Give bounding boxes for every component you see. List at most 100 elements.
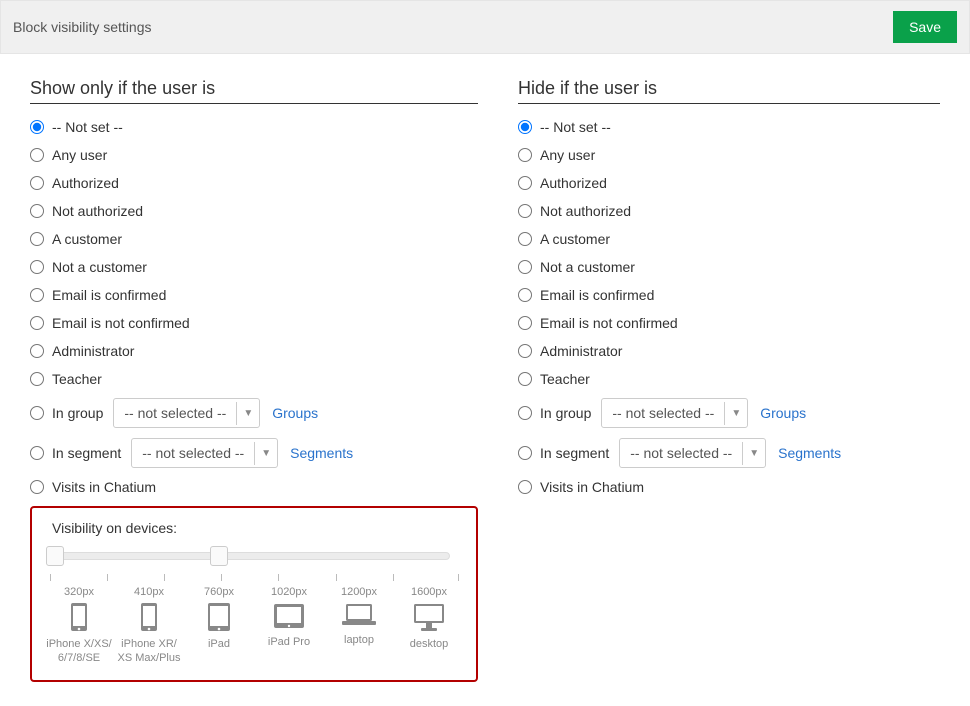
phone-icon: [114, 602, 184, 632]
show-segment-select[interactable]: -- not selected -- ▼: [131, 438, 278, 468]
hide-column: Hide if the user is -- Not set -- Any use…: [518, 78, 940, 682]
show-option-label: Administrator: [52, 343, 134, 359]
show-option-radio[interactable]: [30, 344, 44, 358]
hide-in-segment-label: In segment: [540, 445, 609, 461]
hide-option-radio[interactable]: [518, 316, 532, 330]
hide-option-row: Teacher: [518, 370, 940, 388]
hide-option-label: Authorized: [540, 175, 607, 191]
hide-option-radio[interactable]: [518, 344, 532, 358]
show-option-label: Not authorized: [52, 203, 143, 219]
device-name-label: laptop: [324, 634, 394, 648]
slider-tick: [458, 574, 459, 581]
save-button[interactable]: Save: [893, 11, 957, 43]
show-visits-label: Visits in Chatium: [52, 479, 156, 495]
hide-group-select[interactable]: -- not selected -- ▼: [601, 398, 748, 428]
show-in-group-radio[interactable]: [30, 406, 44, 420]
show-visits-radio[interactable]: [30, 480, 44, 494]
hide-option-radio[interactable]: [518, 260, 532, 274]
device-px-label: 1200px: [324, 586, 394, 598]
device-name-label: iPhone X/XS/6/7/8/SE: [44, 638, 114, 666]
hide-option-radio[interactable]: [518, 120, 532, 134]
hide-option-row: -- Not set --: [518, 118, 940, 136]
chevron-down-icon: ▼: [742, 442, 765, 465]
device-item: 410pxiPhone XR/XS Max/Plus: [114, 586, 184, 666]
show-option-radio[interactable]: [30, 148, 44, 162]
hide-heading: Hide if the user is: [518, 78, 940, 104]
show-option-radio[interactable]: [30, 288, 44, 302]
hide-option-row: Not authorized: [518, 202, 940, 220]
slider-track: [54, 552, 450, 560]
show-option-radio[interactable]: [30, 316, 44, 330]
device-px-label: 1020px: [254, 586, 324, 598]
device-px-label: 410px: [114, 586, 184, 598]
hide-option-row: Not a customer: [518, 258, 940, 276]
show-option-row: Administrator: [30, 342, 478, 360]
hide-visits-radio[interactable]: [518, 480, 532, 494]
show-option-radio[interactable]: [30, 260, 44, 274]
hide-option-label: Any user: [540, 147, 595, 163]
content: Show only if the user is -- Not set -- An…: [0, 54, 970, 706]
show-group-select[interactable]: -- not selected -- ▼: [113, 398, 260, 428]
slider-tick: [164, 574, 165, 581]
slider-handle-left[interactable]: [46, 546, 64, 566]
show-groups-link[interactable]: Groups: [272, 405, 318, 421]
show-option-row: Authorized: [30, 174, 478, 192]
show-option-row: Not authorized: [30, 202, 478, 220]
hide-group-select-value: -- not selected --: [602, 399, 724, 427]
hide-option-radio[interactable]: [518, 232, 532, 246]
hide-option-radio[interactable]: [518, 372, 532, 386]
devices-visibility-box: Visibility on devices: 320pxiPhone X/XS/…: [30, 506, 478, 682]
hide-option-radio[interactable]: [518, 176, 532, 190]
hide-option-row: Email is not confirmed: [518, 314, 940, 332]
slider-tick: [336, 574, 337, 581]
chevron-down-icon: ▼: [724, 402, 747, 425]
hide-option-label: Email is confirmed: [540, 287, 654, 303]
show-in-segment-radio[interactable]: [30, 446, 44, 460]
slider-handle-right[interactable]: [210, 546, 228, 566]
show-option-label: Teacher: [52, 371, 102, 387]
hide-option-row: A customer: [518, 230, 940, 248]
show-option-row: Email is not confirmed: [30, 314, 478, 332]
hide-option-label: -- Not set --: [540, 119, 611, 135]
hide-in-segment-radio[interactable]: [518, 446, 532, 460]
hide-option-radio[interactable]: [518, 204, 532, 218]
devices-row: 320pxiPhone X/XS/6/7/8/SE410pxiPhone XR/…: [44, 586, 464, 666]
hide-option-label: Administrator: [540, 343, 622, 359]
show-option-radio[interactable]: [30, 120, 44, 134]
show-option-label: Email is confirmed: [52, 287, 166, 303]
hide-options-list: -- Not set -- Any user Authorized Not autho…: [518, 118, 940, 388]
show-option-label: -- Not set --: [52, 119, 123, 135]
show-option-radio[interactable]: [30, 232, 44, 246]
phone-icon: [44, 602, 114, 632]
slider-tick: [393, 574, 394, 581]
show-option-radio[interactable]: [30, 372, 44, 386]
hide-in-group-label: In group: [540, 405, 591, 421]
hide-segment-select[interactable]: -- not selected -- ▼: [619, 438, 766, 468]
show-heading: Show only if the user is: [30, 78, 478, 104]
show-in-group-row: In group -- not selected -- ▼ Groups: [30, 398, 478, 428]
hide-in-group-radio[interactable]: [518, 406, 532, 420]
show-option-row: Not a customer: [30, 258, 478, 276]
hide-option-label: Not a customer: [540, 259, 635, 275]
hide-option-row: Any user: [518, 146, 940, 164]
hide-groups-link[interactable]: Groups: [760, 405, 806, 421]
show-option-label: Authorized: [52, 175, 119, 191]
show-option-label: Any user: [52, 147, 107, 163]
slider-tick: [50, 574, 51, 581]
device-px-label: 1600px: [394, 586, 464, 598]
hide-option-radio[interactable]: [518, 148, 532, 162]
show-option-radio[interactable]: [30, 176, 44, 190]
show-option-label: A customer: [52, 231, 122, 247]
devices-slider[interactable]: [46, 544, 458, 568]
page-title: Block visibility settings: [13, 19, 152, 35]
show-segments-link[interactable]: Segments: [290, 445, 353, 461]
hide-visits-label: Visits in Chatium: [540, 479, 644, 495]
hide-option-radio[interactable]: [518, 288, 532, 302]
show-option-radio[interactable]: [30, 204, 44, 218]
hide-segments-link[interactable]: Segments: [778, 445, 841, 461]
show-option-row: Any user: [30, 146, 478, 164]
device-item: 760pxiPad: [184, 586, 254, 666]
show-visits-row: Visits in Chatium: [30, 478, 478, 496]
show-options-list: -- Not set -- Any user Authorized Not autho…: [30, 118, 478, 388]
show-column: Show only if the user is -- Not set -- An…: [30, 78, 478, 682]
